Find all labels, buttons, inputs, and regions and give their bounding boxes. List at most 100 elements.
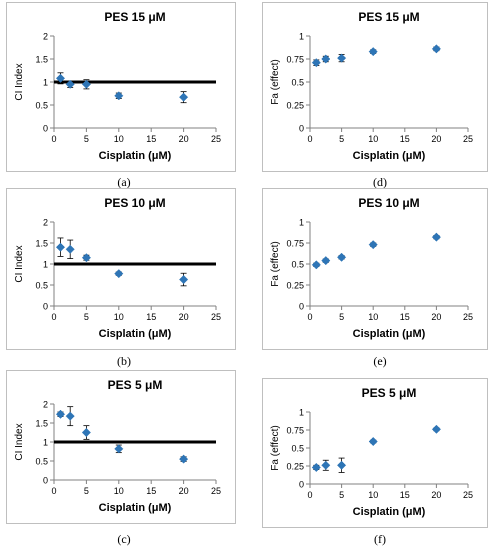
- chart-panel-c: PES 5 μM 0 0.5 1 1.5 2 0 5 10 15 20 25 Cisplatin (μM…: [6, 370, 236, 524]
- data-point: [65, 411, 75, 421]
- x-tick-label: 5: [84, 134, 89, 144]
- x-tick-label: 20: [431, 312, 441, 322]
- data-point: [321, 460, 331, 470]
- y-tick-label: 0.75: [286, 55, 304, 65]
- x-tick-label: 20: [179, 312, 189, 322]
- x-tick-label: 25: [463, 134, 473, 144]
- y-tick-label: 0.75: [286, 426, 304, 436]
- chart-title: PES 10 μM: [104, 196, 165, 210]
- chart-title: PES 15 μM: [358, 10, 419, 24]
- data-point: [179, 92, 189, 102]
- x-tick-label: 25: [463, 490, 473, 500]
- data-point: [431, 424, 441, 434]
- x-tick-label: 25: [463, 312, 473, 322]
- x-tick-label: 5: [339, 490, 344, 500]
- y-tick-label: 1.5: [35, 239, 48, 249]
- data-point: [114, 269, 124, 279]
- data-point: [311, 462, 321, 472]
- x-tick-label: 15: [146, 134, 156, 144]
- caption-e: (e): [373, 354, 387, 368]
- y-tick-label: 0.5: [291, 260, 304, 270]
- y-tick-label: 0: [299, 302, 304, 312]
- data-point: [179, 274, 189, 285]
- data-point: [337, 460, 347, 470]
- y-tick-label: 0.5: [291, 444, 304, 454]
- data-point: [431, 232, 441, 242]
- chart-frame: [6, 2, 236, 172]
- y-tick-label: 1: [299, 218, 304, 228]
- y-tick-label: 2: [43, 32, 48, 42]
- y-tick-label: 0: [299, 124, 304, 134]
- x-tick-label: 0: [51, 134, 56, 144]
- chart-panel-f: PES 5 μM 0 0.25 0.5 0.75 1 0 5 10 15 20 25 Cisplatin…: [262, 378, 488, 528]
- x-tick-label: 15: [146, 312, 156, 322]
- data-point: [65, 79, 75, 89]
- y-tick-label: 0: [43, 476, 48, 486]
- y-tick-label: 1.5: [35, 55, 48, 65]
- y-axis-label: CI Index: [14, 245, 25, 282]
- x-tick-label: 25: [211, 312, 221, 322]
- data-point: [321, 54, 331, 64]
- x-tick-label: 15: [400, 490, 410, 500]
- x-tick-label: 15: [400, 312, 410, 322]
- y-tick-label: 0.5: [35, 457, 48, 467]
- chart-frame: [262, 188, 488, 350]
- x-tick-label: 10: [368, 312, 378, 322]
- data-point: [81, 427, 91, 438]
- data-point: [431, 44, 441, 54]
- caption-d: (d): [373, 175, 387, 189]
- data-point: [65, 244, 75, 254]
- x-tick-label: 10: [114, 486, 124, 496]
- x-tick-label: 0: [307, 312, 312, 322]
- x-tick-label: 25: [211, 134, 221, 144]
- chart-panel-e: PES 10 μM 0 0.25 0.5 0.75 1 0 5 10 15 20 25 Cisplati…: [262, 188, 488, 350]
- data-point: [114, 91, 124, 101]
- y-axis-label: CI Index: [14, 423, 25, 460]
- y-tick-label: 0.5: [291, 78, 304, 88]
- x-tick-label: 0: [51, 312, 56, 322]
- data-point: [114, 444, 124, 454]
- x-tick-label: 0: [307, 134, 312, 144]
- chart-frame: [262, 378, 488, 528]
- y-tick-label: 1: [299, 408, 304, 418]
- x-tick-label: 10: [114, 134, 124, 144]
- x-tick-label: 10: [114, 312, 124, 322]
- y-tick-label: 1.5: [35, 419, 48, 429]
- y-tick-label: 0: [43, 124, 48, 134]
- x-tick-label: 5: [339, 134, 344, 144]
- data-point: [321, 256, 331, 266]
- chart-title: PES 10 μM: [358, 196, 419, 210]
- caption-a: (a): [117, 175, 131, 189]
- y-tick-label: 1: [299, 32, 304, 42]
- chart-title: PES 15 μM: [104, 10, 165, 24]
- chart-panel-d: PES 15 μM 0 0.25 0.5 0.75 1 0 5 10 15 20 25 Cisplati…: [262, 2, 488, 172]
- y-tick-label: 0.25: [286, 462, 304, 472]
- y-tick-label: 0.25: [286, 101, 304, 111]
- caption-b: (b): [117, 354, 131, 368]
- x-tick-label: 15: [146, 486, 156, 496]
- chart-title: PES 5 μM: [108, 378, 163, 392]
- y-tick-label: 2: [43, 400, 48, 410]
- data-point: [311, 58, 321, 68]
- y-axis-label: CI Index: [14, 63, 25, 100]
- x-axis-label: Cisplatin (μM): [99, 150, 172, 162]
- y-tick-label: 1: [43, 260, 48, 270]
- y-tick-label: 0.75: [286, 239, 304, 249]
- y-tick-label: 0.25: [286, 281, 304, 291]
- data-point: [368, 436, 378, 447]
- x-tick-label: 25: [211, 486, 221, 496]
- data-point: [81, 253, 91, 263]
- x-tick-label: 20: [431, 490, 441, 500]
- chart-frame: [262, 2, 488, 172]
- data-point: [55, 242, 66, 252]
- x-axis-label: Cisplatin (μM): [353, 150, 426, 162]
- data-point: [179, 454, 189, 464]
- data-point: [368, 240, 378, 250]
- chart-panel-b: PES 10 μM 0 0.5 1 1.5 2 0 5 10 15 20 25 Cisplatin (μ…: [6, 188, 236, 350]
- chart-frame: [6, 188, 236, 350]
